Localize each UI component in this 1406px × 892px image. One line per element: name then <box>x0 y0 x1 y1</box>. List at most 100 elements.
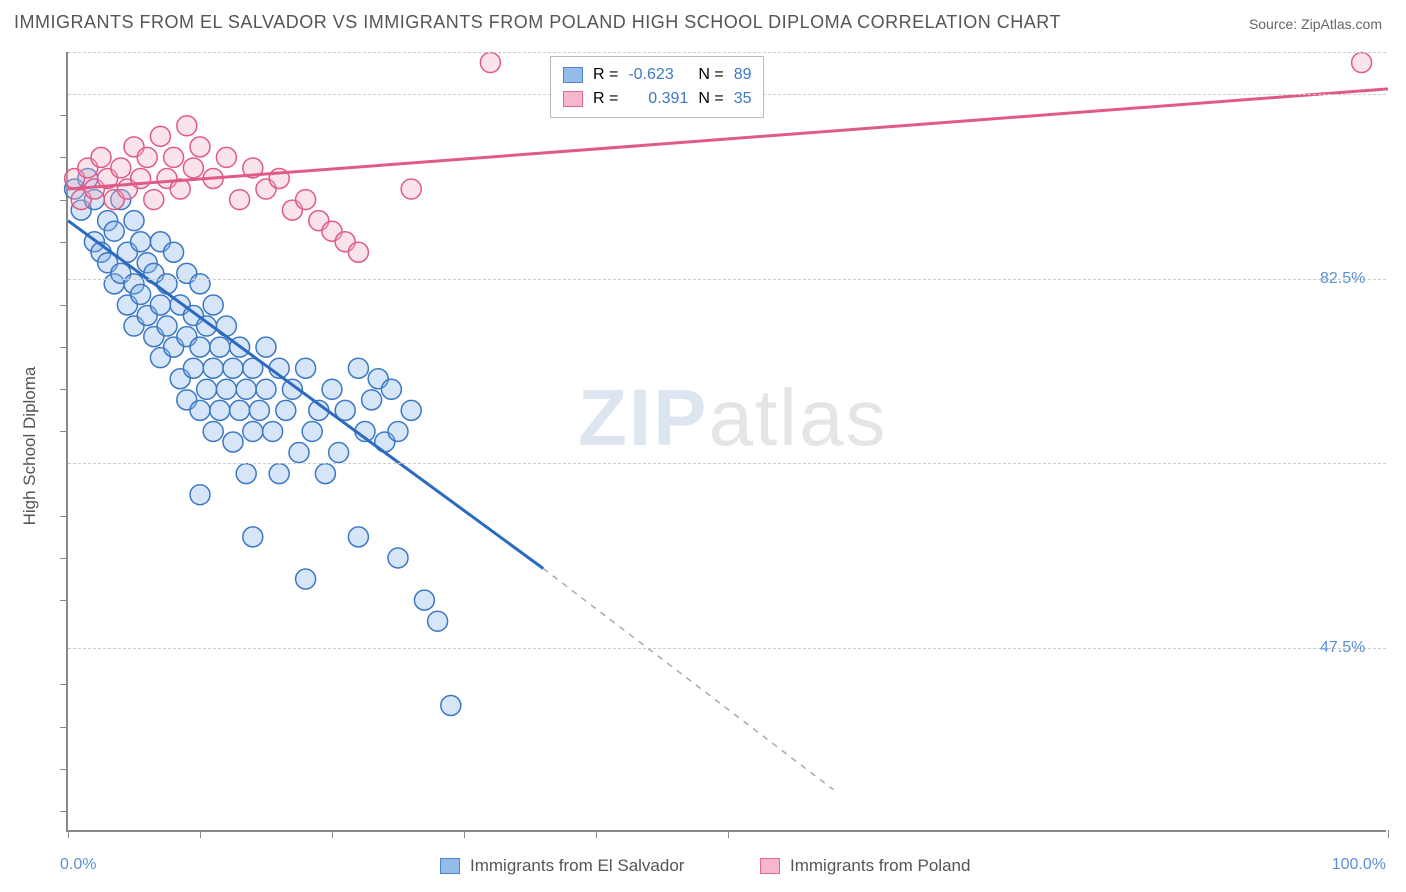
series-legend-el-salvador: Immigrants from El Salvador <box>440 856 684 876</box>
data-point-el_salvador <box>269 464 289 484</box>
data-point-el_salvador <box>249 400 269 420</box>
data-point-poland <box>348 242 368 262</box>
gridline <box>68 463 1386 464</box>
chart-svg <box>68 52 1386 830</box>
data-point-el_salvador <box>414 590 434 610</box>
data-point-el_salvador <box>190 337 210 357</box>
data-point-el_salvador <box>243 421 263 441</box>
data-point-el_salvador <box>289 443 309 463</box>
data-point-poland <box>164 147 184 167</box>
data-point-el_salvador <box>401 400 421 420</box>
data-point-poland <box>183 158 203 178</box>
data-point-el_salvador <box>381 379 401 399</box>
x-tick <box>464 830 465 838</box>
data-point-el_salvador <box>124 211 144 231</box>
data-point-el_salvador <box>210 337 230 357</box>
data-point-poland <box>144 190 164 210</box>
y-tick <box>60 558 68 559</box>
data-point-el_salvador <box>236 464 256 484</box>
data-point-el_salvador <box>157 316 177 336</box>
data-point-el_salvador <box>256 379 276 399</box>
data-point-el_salvador <box>104 221 124 241</box>
x-tick <box>728 830 729 838</box>
data-point-el_salvador <box>197 379 217 399</box>
data-point-poland <box>91 147 111 167</box>
correlation-legend: R = -0.623 N = 89 R = 0.391 N = 35 <box>550 56 764 118</box>
data-point-el_salvador <box>388 548 408 568</box>
x-tick <box>332 830 333 838</box>
data-point-el_salvador <box>315 464 335 484</box>
data-point-poland <box>137 147 157 167</box>
data-point-el_salvador <box>164 242 184 262</box>
series-legend-poland: Immigrants from Poland <box>760 856 970 876</box>
x-tick-0: 0.0% <box>60 856 96 874</box>
plot-area: ZIPatlas 47.5%82.5% <box>66 52 1386 832</box>
data-point-el_salvador <box>210 400 230 420</box>
data-point-el_salvador <box>190 485 210 505</box>
r-label: R = <box>593 87 618 111</box>
chart-title: IMMIGRANTS FROM EL SALVADOR VS IMMIGRANT… <box>14 12 1061 33</box>
y-axis-label: High School Diploma <box>20 367 40 526</box>
data-point-poland <box>150 126 170 146</box>
y-tick-label: 82.5% <box>1320 270 1365 288</box>
data-point-el_salvador <box>223 432 243 452</box>
data-point-el_salvador <box>230 400 250 420</box>
data-point-poland <box>230 190 250 210</box>
data-point-poland <box>177 116 197 136</box>
y-tick <box>60 769 68 770</box>
data-point-el_salvador <box>157 274 177 294</box>
y-tick <box>60 115 68 116</box>
data-point-el_salvador <box>216 379 236 399</box>
data-point-el_salvador <box>190 274 210 294</box>
data-point-el_salvador <box>348 358 368 378</box>
data-point-el_salvador <box>223 358 243 378</box>
r-label: R = <box>593 63 618 87</box>
data-point-el_salvador <box>183 358 203 378</box>
data-point-poland <box>111 158 131 178</box>
data-point-poland <box>296 190 316 210</box>
data-point-poland <box>216 147 236 167</box>
gridline <box>68 279 1386 280</box>
data-point-el_salvador <box>203 358 223 378</box>
x-tick <box>200 830 201 838</box>
data-point-poland <box>190 137 210 157</box>
x-tick <box>1388 830 1389 838</box>
data-point-el_salvador <box>256 337 276 357</box>
data-point-el_salvador <box>296 569 316 589</box>
swatch-poland <box>563 91 583 107</box>
data-point-el_salvador <box>131 232 151 252</box>
y-tick <box>60 811 68 812</box>
y-tick <box>60 347 68 348</box>
series-label-poland: Immigrants from Poland <box>790 856 970 876</box>
x-tick-100: 100.0% <box>1332 856 1386 874</box>
r-value-poland: 0.391 <box>628 87 688 111</box>
y-tick <box>60 727 68 728</box>
y-tick <box>60 431 68 432</box>
y-tick <box>60 600 68 601</box>
data-point-el_salvador <box>329 443 349 463</box>
data-point-el_salvador <box>203 421 223 441</box>
y-tick-label: 47.5% <box>1320 639 1365 657</box>
data-point-el_salvador <box>441 696 461 716</box>
n-label: N = <box>698 63 723 87</box>
series-label-el-salvador: Immigrants from El Salvador <box>470 856 684 876</box>
gridline <box>68 52 1386 53</box>
gridline <box>68 648 1386 649</box>
legend-row-el-salvador: R = -0.623 N = 89 <box>563 63 751 87</box>
swatch-el-salvador-bottom <box>440 858 460 874</box>
y-tick <box>60 389 68 390</box>
data-point-el_salvador <box>388 421 408 441</box>
data-point-poland <box>1352 53 1372 73</box>
y-tick <box>60 242 68 243</box>
legend-row-poland: R = 0.391 N = 35 <box>563 87 751 111</box>
data-point-el_salvador <box>302 421 322 441</box>
n-value-el-salvador: 89 <box>734 63 752 87</box>
data-point-poland <box>480 53 500 73</box>
x-tick <box>596 830 597 838</box>
y-tick <box>60 684 68 685</box>
data-point-el_salvador <box>150 295 170 315</box>
r-value-el-salvador: -0.623 <box>628 63 688 87</box>
data-point-el_salvador <box>263 421 283 441</box>
data-point-el_salvador <box>243 527 263 547</box>
source-label: Source: ZipAtlas.com <box>1249 16 1382 32</box>
